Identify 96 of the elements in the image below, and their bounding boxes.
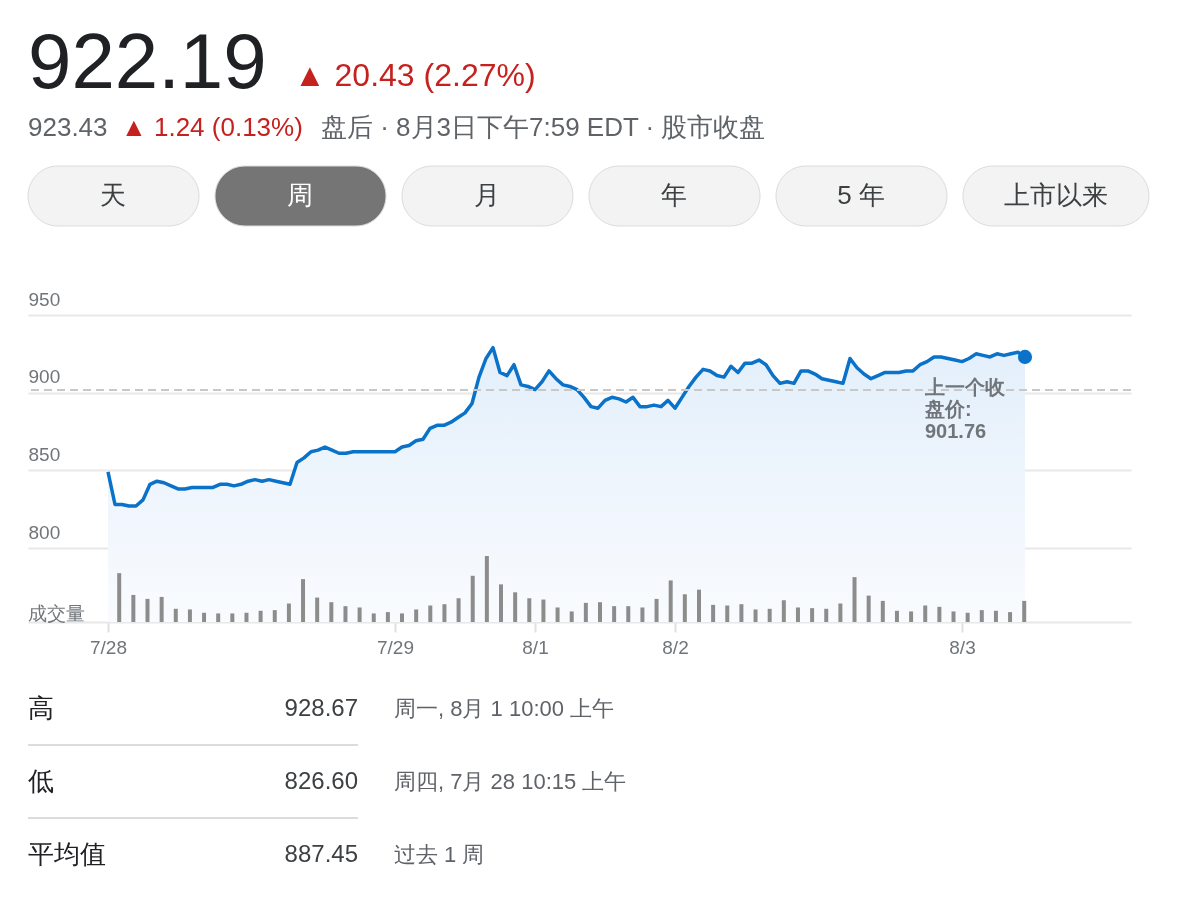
bar [626, 606, 631, 622]
bar [159, 596, 164, 622]
y-tick-label: 950 [28, 288, 61, 310]
x-tick-label: 7/28 [90, 636, 127, 658]
bar [682, 594, 687, 622]
bar [654, 598, 659, 622]
bar [979, 610, 984, 622]
y-tick-label: 900 [28, 366, 61, 388]
bar [725, 605, 730, 622]
text: 平均值 [28, 839, 106, 869]
bar [838, 603, 843, 622]
text: 5 年 [837, 180, 885, 210]
bar [640, 607, 645, 622]
text: 826.60 [284, 767, 358, 794]
bar [569, 611, 574, 622]
bar [810, 608, 815, 622]
bar [470, 575, 475, 622]
text: ▲ 20.43 (2.27%) [294, 57, 536, 93]
text: 周四, 7月 28 10:15 上午 [394, 769, 627, 794]
bar [612, 606, 617, 622]
bar [951, 611, 956, 622]
bar [767, 608, 772, 622]
bar [583, 602, 588, 622]
bar [385, 612, 390, 622]
bar [272, 610, 277, 622]
x-tick-label: 8/3 [949, 636, 976, 658]
bar [400, 613, 405, 622]
x-tick-label: 8/2 [662, 636, 689, 658]
bar [442, 604, 447, 622]
bar [414, 609, 419, 622]
bar [993, 610, 998, 622]
bar [597, 602, 602, 622]
text: 月 [474, 180, 500, 210]
bar [696, 589, 701, 622]
bar [852, 577, 857, 622]
text: 周 [287, 180, 313, 210]
bar [484, 556, 489, 622]
bar [1022, 600, 1027, 622]
text: 高 [28, 693, 54, 723]
bar [555, 607, 560, 622]
bar [753, 609, 758, 622]
bar [357, 607, 362, 622]
bar [230, 613, 235, 622]
bar [173, 608, 178, 622]
bar [145, 598, 150, 622]
bar [286, 603, 291, 622]
y-tick-label: 800 [28, 521, 61, 543]
bar [456, 598, 461, 622]
text: 天 [100, 180, 126, 210]
bar [937, 606, 942, 622]
bar [711, 604, 716, 622]
bar [428, 605, 433, 622]
text: 928.67 [284, 694, 358, 721]
bar [880, 600, 885, 622]
bar [301, 579, 306, 622]
text: 过去 1 周 [394, 842, 485, 867]
bar [909, 611, 914, 622]
bar [1008, 612, 1013, 622]
bar [343, 606, 348, 622]
bar [216, 613, 221, 622]
bar [131, 594, 136, 622]
bar [513, 592, 518, 622]
y-tick-label: 850 [28, 443, 61, 465]
bar [781, 600, 786, 622]
bar [329, 602, 334, 622]
bar [244, 612, 249, 622]
x-tick-label: 8/1 [522, 636, 549, 658]
bar [117, 573, 122, 622]
bar [499, 584, 504, 622]
bar [824, 608, 829, 622]
bar [866, 595, 871, 622]
bar [527, 598, 532, 622]
y-axis-title: 成交量 [28, 603, 85, 624]
text: 低 [28, 766, 54, 796]
text: 887.45 [284, 840, 358, 867]
bar [541, 599, 546, 622]
text: 盘后 · 8月3日下午7:59 EDT · 股市收盘 [321, 112, 766, 142]
bar [187, 609, 192, 622]
text: 周一, 8月 1 10:00 上午 [394, 696, 615, 721]
text: 922.19 [28, 17, 267, 105]
bar [258, 610, 263, 622]
text: 上市以来 [1004, 180, 1108, 210]
ref-line-label: 上一个收盘价: 901.76 [924, 375, 1006, 442]
bar [795, 607, 800, 622]
bar [894, 610, 899, 622]
bar [202, 612, 207, 622]
text: ▲ 1.24 (0.13%) [121, 112, 303, 142]
text: 年 [661, 180, 687, 210]
bar [315, 597, 320, 622]
bar [668, 580, 673, 622]
bar [965, 612, 970, 622]
x-tick-label: 7/29 [377, 636, 414, 658]
bar [739, 604, 744, 622]
text: 923.43 [28, 112, 108, 142]
bar [923, 605, 928, 622]
bar [371, 613, 376, 622]
